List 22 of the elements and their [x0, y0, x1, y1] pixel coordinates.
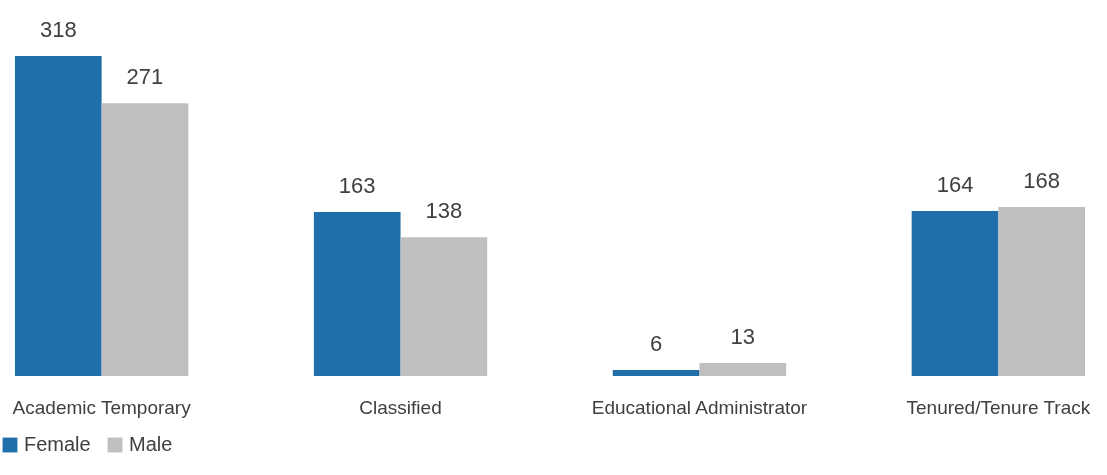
x-tick-label: Educational Administrator	[591, 396, 808, 418]
bar	[313, 211, 401, 376]
legend-label: Female	[24, 433, 91, 455]
bar	[14, 56, 102, 376]
bar	[101, 103, 189, 376]
x-tick-label: Classified	[359, 396, 442, 418]
bar	[612, 369, 700, 376]
x-tick-label: Academic Temporary	[12, 396, 192, 418]
data-label: 318	[39, 17, 77, 42]
bar	[699, 362, 787, 376]
data-label: 271	[126, 64, 164, 90]
x-tick-label: Tenured/Tenure Track	[906, 396, 1091, 418]
data-label: 163	[338, 172, 376, 198]
bar	[998, 206, 1086, 376]
bar	[400, 237, 488, 376]
data-label: 138	[425, 198, 463, 224]
data-label: 13	[730, 323, 756, 349]
data-label: 6	[649, 330, 663, 356]
legend-label: Male	[129, 433, 173, 455]
data-label: 168	[1023, 167, 1061, 193]
bar	[911, 210, 999, 376]
data-label: 164	[936, 171, 974, 197]
